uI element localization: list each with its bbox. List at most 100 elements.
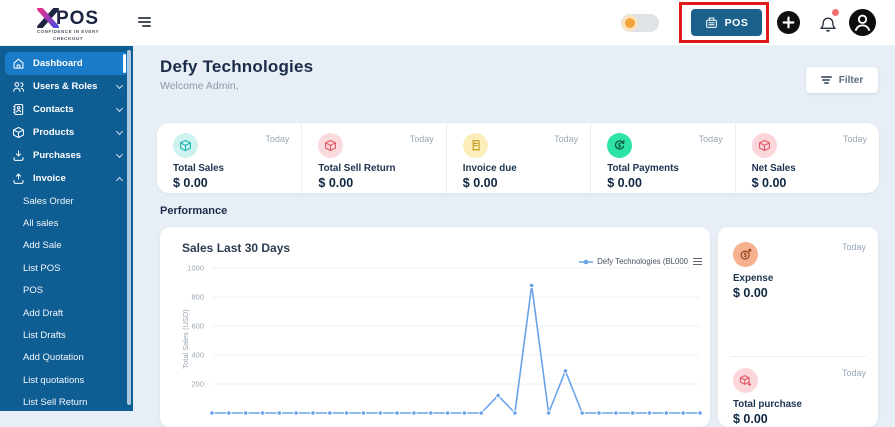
logo-tagline: CONFIDENCE IN EVERY CHECKOUT <box>36 29 100 41</box>
add-new-button[interactable] <box>777 11 800 34</box>
stat-invoice-due: Today Invoice due $ 0.00 <box>445 123 590 193</box>
sidebar: Dashboard Users & Roles Contacts Product… <box>0 46 133 411</box>
chevron-up-icon <box>115 176 124 184</box>
app-logo[interactable]: POS CONFIDENCE IN EVERY CHECKOUT <box>22 4 114 43</box>
filter-label: Filter <box>838 74 864 86</box>
stat-total-payments: $ Today Total Payments $ 0.00 <box>590 123 734 193</box>
sidebar-item-invoice[interactable]: Invoice <box>0 167 133 190</box>
sidebar-item-label: Contacts <box>33 104 74 115</box>
sidebar-subitem-list-quotations[interactable]: List quotations <box>23 374 85 386</box>
total-purchase-section: Today Total purchase $ 0.00 <box>718 356 878 426</box>
notifications-button[interactable] <box>818 13 838 33</box>
package-icon <box>751 133 777 158</box>
upload-icon <box>13 173 24 184</box>
sidebar-item-contacts[interactable]: Contacts <box>0 98 133 121</box>
stat-label: Total Payments <box>607 163 679 174</box>
plus-icon <box>777 11 800 34</box>
sidebar-item-dashboard[interactable]: Dashboard <box>5 52 128 75</box>
divider <box>730 356 866 357</box>
package-icon <box>173 133 198 158</box>
theme-toggle[interactable] <box>621 14 659 32</box>
stat-value: $ 0.00 <box>173 176 208 190</box>
sidebar-scrollbar[interactable] <box>127 50 131 405</box>
sidebar-item-label: Purchases <box>33 150 82 161</box>
period-label: Today <box>265 134 290 144</box>
home-icon <box>13 58 24 69</box>
svg-text:Total Sales (USD): Total Sales (USD) <box>181 309 190 369</box>
period-label: Today <box>409 134 434 144</box>
sidebar-subitem-add-draft[interactable]: Add Draft <box>23 307 64 319</box>
payments-icon: $ <box>607 133 633 158</box>
stat-value: $ 0.00 <box>607 176 642 190</box>
period-label: Today <box>842 134 867 144</box>
products-box-icon <box>13 126 24 139</box>
stat-label: Net Sales <box>751 163 796 174</box>
purchase-box-icon <box>733 368 758 393</box>
notification-badge <box>832 9 839 16</box>
sidebar-item-purchases[interactable]: Purchases <box>0 144 133 167</box>
filter-icon <box>820 76 832 84</box>
pos-register-icon <box>705 17 717 28</box>
side-card-label: Expense <box>733 273 774 284</box>
expense-coin-icon: $ <box>733 242 758 267</box>
stat-total-sell-return: Today Total Sell Return $ 0.00 <box>301 123 445 193</box>
svg-text:$: $ <box>618 144 622 150</box>
pos-button[interactable]: POS <box>691 9 762 36</box>
sidebar-item-label: Dashboard <box>33 58 83 69</box>
package-icon <box>318 133 344 158</box>
stat-total-sales: Today Total Sales $ 0.00 <box>157 123 301 193</box>
sidebar-subitem-list-pos[interactable]: List POS <box>23 262 61 274</box>
chevron-down-icon <box>115 127 124 136</box>
svg-text:1000: 1000 <box>187 264 204 273</box>
sidebar-subitem-all-sales[interactable]: All sales <box>23 218 59 230</box>
stat-value: $ 0.00 <box>462 176 498 190</box>
stat-label: Invoice due <box>462 163 517 174</box>
welcome-text: Welcome Admin, <box>160 80 239 92</box>
sidebar-item-users-roles[interactable]: Users & Roles <box>0 75 133 98</box>
side-card-label: Total purchase <box>733 399 802 410</box>
sidebar-item-products[interactable]: Products <box>0 121 133 144</box>
svg-text:400: 400 <box>191 351 204 360</box>
toggle-knob <box>622 15 638 31</box>
chart-menu-icon[interactable] <box>693 257 702 266</box>
chevron-down-icon <box>115 104 124 113</box>
sidebar-subitem-list-sell-return[interactable]: List Sell Return <box>23 397 88 409</box>
sidebar-item-label: Invoice <box>33 173 66 184</box>
side-card-value: $ 0.00 <box>733 286 768 300</box>
page-title: Defy Technologies <box>160 57 314 76</box>
person-icon <box>849 9 876 36</box>
sidebar-subitem-pos[interactable]: POS <box>23 285 44 297</box>
stats-summary-card: Today Total Sales $ 0.00 Today Total Sel… <box>157 123 879 193</box>
chevron-down-icon <box>115 81 124 90</box>
period-label: Today <box>554 134 579 144</box>
sidebar-item-label: Products <box>33 127 75 138</box>
sidebar-item-label: Users & Roles <box>33 81 98 92</box>
stat-label: Total Sales <box>173 163 224 174</box>
performance-heading: Performance <box>160 205 228 217</box>
filter-button[interactable]: Filter <box>806 67 878 93</box>
stat-value: $ 0.00 <box>751 176 787 190</box>
menu-toggle-icon[interactable] <box>138 17 151 27</box>
sidebar-subitem-add-sale[interactable]: Add Sale <box>23 240 62 252</box>
svg-text:800: 800 <box>191 293 204 302</box>
chevron-down-icon <box>115 150 124 159</box>
sidebar-subitem-list-drafts[interactable]: List Drafts <box>23 330 66 342</box>
user-avatar[interactable] <box>849 9 876 36</box>
sidebar-subitem-add-quotation[interactable]: Add Quotation <box>23 352 84 364</box>
legend-marker-icon <box>579 259 594 264</box>
chart-title: Sales Last 30 Days <box>182 241 291 255</box>
download-icon <box>13 150 24 161</box>
expense-purchase-card: $ Today Expense $ 0.00 Today Total purch… <box>718 227 878 427</box>
chart-legend[interactable]: Defy Technologies (BL000 <box>579 257 702 266</box>
stat-net-sales: Today Net Sales $ 0.00 <box>734 123 879 193</box>
period-label: Today <box>698 134 723 144</box>
logo-x-icon <box>37 8 59 28</box>
bell-icon <box>820 17 836 32</box>
logo-text: POS <box>55 8 100 29</box>
svg-text:$: $ <box>743 253 747 259</box>
svg-text:200: 200 <box>191 380 204 389</box>
contacts-icon <box>12 103 24 116</box>
stat-label: Total Sell Return <box>318 163 396 174</box>
sidebar-subitem-sales-order[interactable]: Sales Order <box>23 195 74 207</box>
users-icon <box>13 82 25 92</box>
